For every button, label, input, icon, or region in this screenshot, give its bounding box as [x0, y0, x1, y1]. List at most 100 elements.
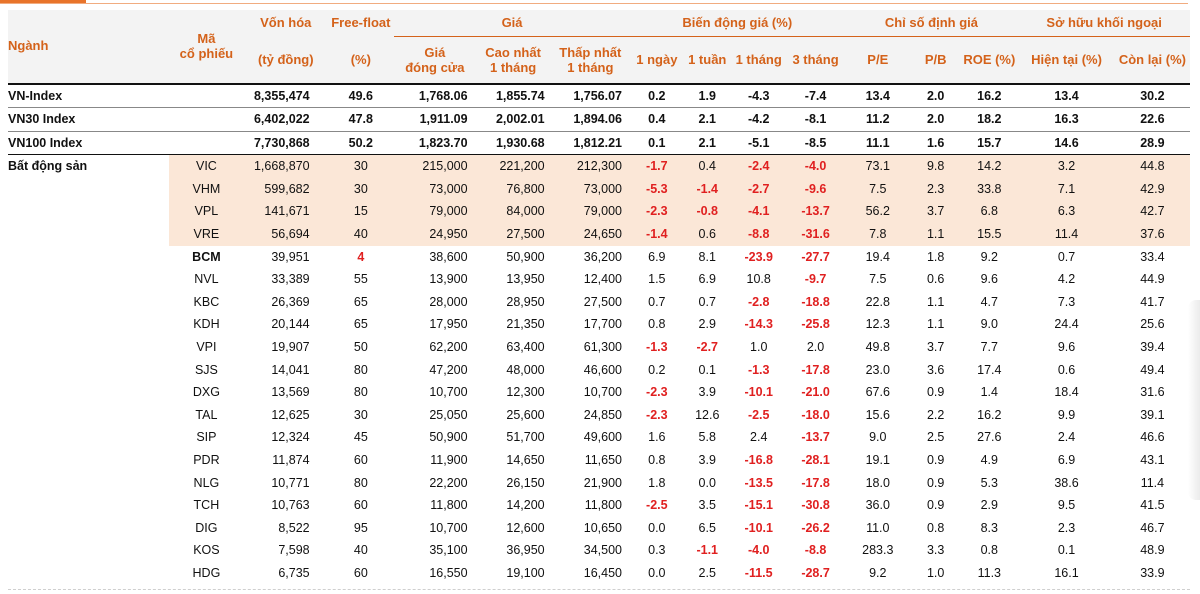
index-foreign-remaining: 30.2: [1140, 88, 1165, 103]
stock-row: KDH 20,144 65 17,950 21,350 17,700 0.8 2.9 -14.3…: [8, 313, 1190, 336]
index-name: VN-Index: [8, 88, 63, 103]
stock-foreign-current: 6.3: [1018, 200, 1115, 224]
stock-close-price: 11,900: [430, 453, 468, 467]
edge-shadow: [1188, 300, 1200, 500]
stock-pb: 3.7: [911, 200, 961, 224]
stock-foreign-current: 0.7: [1057, 249, 1076, 264]
stock-change-1d: -2.3: [630, 200, 684, 224]
index-free-float: 49.6: [348, 88, 373, 103]
stock-roe: 6.8: [960, 200, 1019, 224]
stock-change-1w: 3.9: [698, 453, 716, 467]
stock-low-1m: 61,300: [583, 340, 623, 355]
ticker: TCH: [193, 498, 220, 513]
stock-market-cap: 26,369: [271, 294, 310, 309]
stock-foreign-current: 9.9: [1057, 407, 1076, 422]
stock-low-1m: 12,400: [583, 272, 623, 287]
stock-high-1m: 14,200: [506, 498, 545, 513]
index-change-1m: -5.1: [747, 135, 770, 150]
stock-pb: 1.8: [926, 249, 945, 264]
stock-foreign-current: 9.5: [1057, 498, 1076, 513]
sector-cell: [8, 223, 169, 246]
stock-close-price: 10,700: [429, 385, 468, 400]
stock-high-1m: 28,950: [506, 294, 545, 309]
stock-close-price: 16,550: [429, 565, 468, 580]
stock-foreign-remaining: 31.6: [1140, 385, 1165, 400]
stock-pb: 0.9: [926, 475, 945, 490]
stock-high-1m: 21,350: [506, 317, 545, 332]
ticker: NVL: [194, 272, 219, 287]
index-change-1d: 0.1: [648, 135, 666, 150]
header-free-float-unit: (%): [327, 36, 395, 84]
stock-pb: 0.9: [926, 385, 945, 400]
stock-free-float: 60: [353, 498, 368, 513]
stock-free-float: 80: [353, 385, 368, 400]
stock-low-1m: 27,500: [583, 294, 623, 309]
stock-pb: 3.7: [926, 340, 945, 355]
stock-row: VHM 599,682 30 73,000 76,800 73,000 -5.3 -1.4 -2…: [8, 177, 1190, 201]
stock-change-3m: -17.8: [801, 475, 830, 490]
stock-roe: 4.9: [980, 453, 998, 467]
index-roe: 15.7: [977, 135, 1002, 150]
stock-low-1m: 21,900: [583, 475, 623, 490]
stock-high-1m: 76,800: [475, 177, 551, 201]
stock-change-3m: -26.2: [801, 520, 830, 535]
stock-free-float: 30: [327, 154, 395, 178]
header-market-cap-unit: (tỷ đồng): [243, 36, 328, 84]
header-pb: P/B: [911, 36, 961, 84]
ticker: VPL: [168, 200, 244, 224]
header-price-group: Giá: [394, 10, 631, 37]
stock-high-1m: 25,600: [506, 407, 545, 422]
stock-change-3m: -17.8: [801, 362, 830, 377]
stock-high-1m: 14,650: [506, 453, 545, 467]
stock-change-1d: -2.3: [646, 385, 668, 400]
stock-roe: 16.2: [977, 407, 1002, 422]
stock-high-1m: 13,950: [506, 272, 545, 287]
ticker: NLG: [193, 475, 220, 490]
stock-change-1w: 5.8: [698, 430, 716, 445]
ticker: VRE: [168, 223, 244, 246]
index-pb: 1.6: [926, 135, 945, 150]
stock-high-1m: 12,600: [506, 520, 545, 535]
index-pe: 11.1: [865, 135, 890, 150]
stock-change-1m: 2.4: [750, 430, 768, 445]
sector-cell: [8, 336, 169, 359]
stock-row: SIP 12,324 45 50,900 51,700 49,600 1.6 5.8 2.4 -1…: [8, 426, 1190, 449]
stock-market-cap: 14,041: [271, 362, 310, 377]
stock-row: NVL 33,389 55 13,900 13,950 12,400 1.5 6.9 10.8 -…: [8, 268, 1190, 291]
stock-market-cap: 12,324: [271, 430, 310, 445]
stock-roe: 0.8: [980, 543, 998, 558]
index-high-1m: 1,930.68: [495, 135, 545, 150]
header-1d: 1 ngày: [630, 36, 684, 84]
index-change-1m: -4.3: [747, 88, 770, 103]
stock-close-price: 35,100: [429, 543, 468, 558]
sector-cell: [8, 381, 169, 404]
stock-high-1m: 19,100: [506, 565, 545, 580]
stock-row: BCM 39,951 4 38,600 50,900 36,200 6.9 8.1 -23.9 -…: [8, 246, 1190, 269]
stock-change-1w: 0.7: [698, 294, 716, 309]
stock-market-cap: 12,625: [271, 407, 310, 422]
stock-market-cap: 7,598: [278, 543, 310, 558]
stock-free-float: 80: [353, 362, 368, 377]
stock-row: KOS 7,598 40 35,100 36,950 34,500 0.3 -1.1 -4.0 -…: [8, 539, 1190, 562]
stock-row: SJS 14,041 80 47,200 48,000 46,600 0.2 0.1 -1.3 -…: [8, 359, 1190, 382]
index-close-price: 1,823.70: [418, 135, 468, 150]
stock-change-1w: 8.1: [698, 249, 716, 264]
ticker: VIC: [168, 154, 244, 178]
stock-pe: 15.6: [865, 407, 890, 422]
stock-high-1m: 63,400: [506, 340, 545, 355]
stock-high-1m: 36,950: [506, 543, 545, 558]
sector-cell: [8, 178, 169, 201]
stock-foreign-current: 7.3: [1057, 294, 1076, 309]
ticker: VHM: [168, 177, 244, 201]
stock-foreign-remaining: 49.4: [1140, 362, 1165, 377]
stock-free-float: 50: [353, 340, 368, 355]
stock-change-1d: -5.3: [630, 177, 684, 201]
stock-close-price: 11,800: [430, 498, 468, 513]
stock-low-1m: 49,600: [583, 430, 623, 445]
stock-foreign-remaining: 44.8: [1114, 154, 1190, 178]
stock-change-1m: 10.8: [746, 272, 771, 287]
stock-market-cap: 20,144: [271, 317, 310, 332]
stock-low-1m: 73,000: [550, 177, 631, 201]
stock-high-1m: 12,300: [506, 385, 545, 400]
stock-change-3m: -9.6: [786, 177, 845, 201]
